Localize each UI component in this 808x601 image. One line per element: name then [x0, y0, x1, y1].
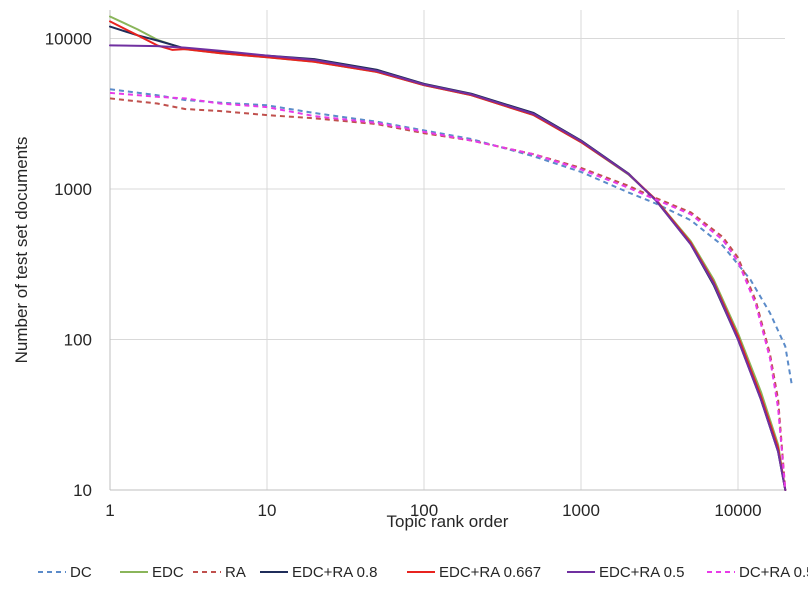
x-axis-title: Topic rank order	[387, 512, 509, 531]
tick-labels: 1 10 100 1000 10000 10 100 1000 10000	[45, 30, 762, 521]
x-tick-label: 1	[105, 501, 114, 520]
series-line-dc-ra-0-5	[109, 91, 787, 491]
series-line-edc-ra-0-667	[109, 20, 787, 491]
y-tick-label: 10000	[45, 30, 92, 49]
legend: DC EDC RA EDC+RA 0.8 EDC+RA 0.667 EDC+RA 0.5 D…	[38, 564, 808, 581]
y-axis-title: Number of test set documents	[12, 137, 31, 364]
series-line-dc	[109, 88, 793, 385]
series-line-ra	[109, 97, 787, 491]
x-tick-label: 100	[410, 501, 438, 520]
gridlines	[109, 10, 785, 491]
x-tick-label: 10	[258, 501, 277, 520]
legend-label: DC	[70, 564, 92, 581]
series-lines	[109, 15, 793, 491]
x-tick-label: 1000	[562, 501, 600, 520]
series-line-edc	[109, 15, 787, 491]
legend-label: EDC+RA 0.667	[439, 564, 541, 581]
y-tick-label: 1000	[54, 180, 92, 199]
legend-label: EDC+RA 0.5	[599, 564, 684, 581]
series-line-edc-ra-0-8	[109, 25, 787, 491]
legend-label: RA	[225, 564, 246, 581]
x-tick-label: 10000	[714, 501, 761, 520]
series-line-edc-ra-0-5	[109, 44, 787, 491]
legend-label: EDC	[152, 564, 184, 581]
y-tick-label: 100	[64, 331, 92, 350]
y-tick-label: 10	[73, 481, 92, 500]
legend-label: DC+RA 0.5	[739, 564, 808, 581]
legend-label: EDC+RA 0.8	[292, 564, 377, 581]
